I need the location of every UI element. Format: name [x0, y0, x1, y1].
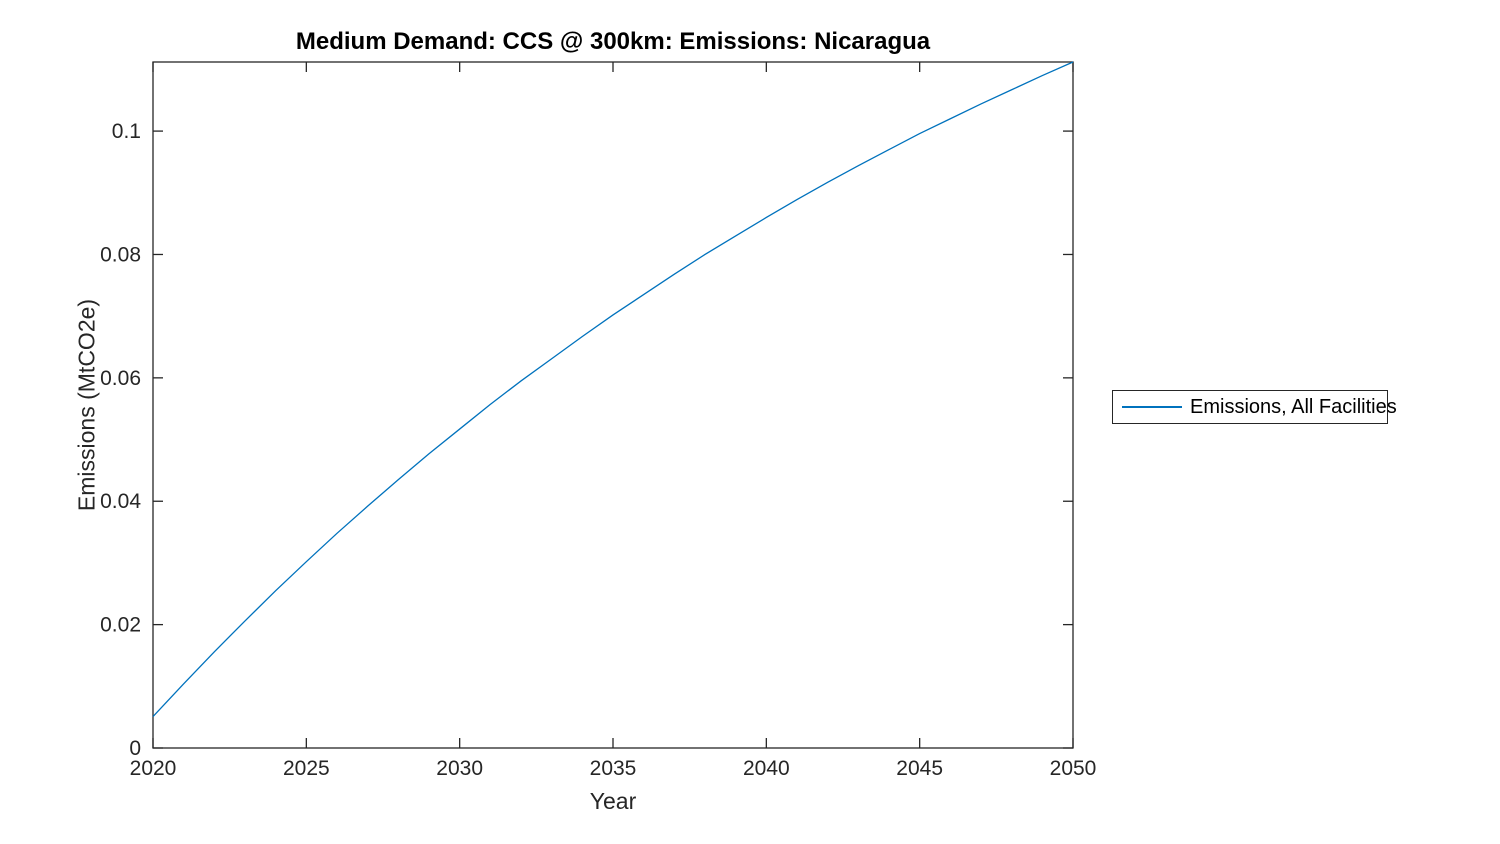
legend-line-sample [1122, 406, 1182, 408]
x-tick-label: 2045 [896, 757, 943, 780]
y-tick-label: 0.06 [100, 367, 141, 390]
y-tick-label: 0.1 [112, 120, 141, 143]
x-tick-label: 2050 [1050, 757, 1097, 780]
x-axis-label: Year [589, 788, 637, 814]
x-tick-label: 2040 [743, 757, 790, 780]
y-tick-label: 0.04 [100, 490, 141, 513]
y-tick-label: 0.08 [100, 243, 141, 266]
x-tick-label: 2030 [436, 757, 483, 780]
legend-entry-label: Emissions, All Facilities [1190, 395, 1397, 418]
legend-box: Emissions, All Facilities [1112, 390, 1397, 424]
y-tick-label: 0 [129, 737, 141, 760]
x-tick-label: 2035 [590, 757, 637, 780]
x-tick-label: 2020 [130, 757, 177, 780]
y-tick-label: 0.02 [100, 614, 141, 637]
chart-title: Medium Demand: CCS @ 300km: Emissions: N… [295, 28, 931, 55]
x-tick-label: 2025 [283, 757, 330, 780]
plot-box [152, 61, 1074, 749]
y-axis-label: Emissions (MtCO2e) [73, 298, 100, 512]
series-line-emissions [152, 61, 1074, 717]
